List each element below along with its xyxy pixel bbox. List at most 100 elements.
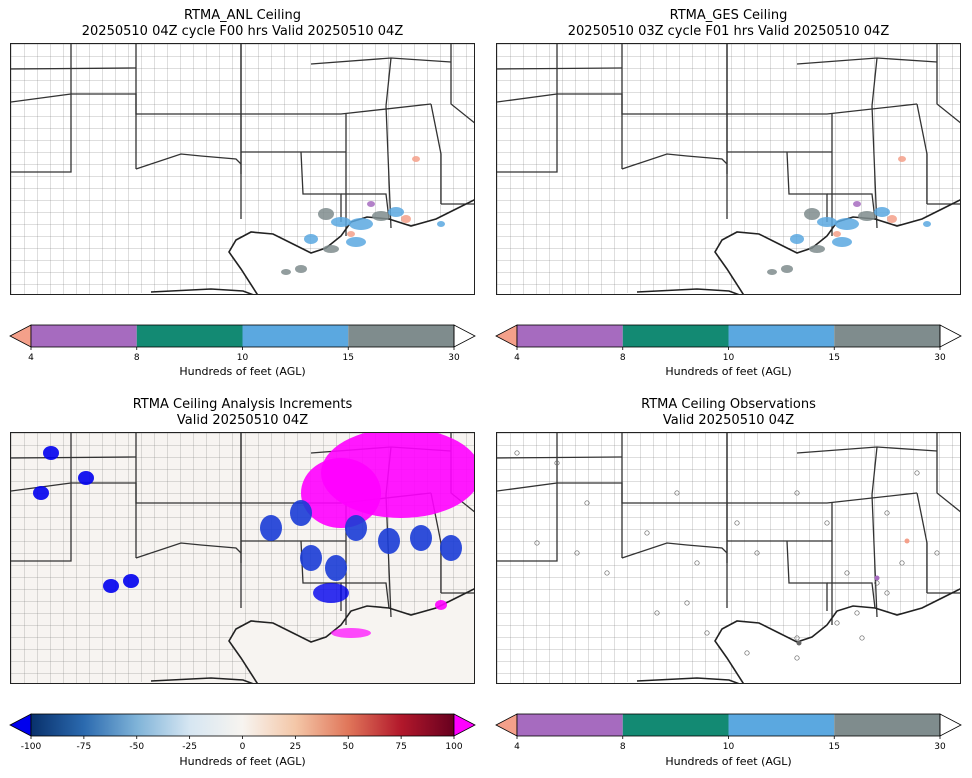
state-border <box>341 193 390 220</box>
negative-increment-area <box>123 574 139 588</box>
colorbar-over-arrow <box>939 713 962 737</box>
colorbar-segment <box>622 714 729 736</box>
colorbar-under-arrow <box>495 324 518 348</box>
ceiling-area <box>804 208 820 220</box>
colorbar-tick-label: 8 <box>134 353 140 363</box>
panel-2-map-svg <box>497 44 960 294</box>
ceiling-area <box>835 218 859 230</box>
observation-marker <box>684 600 690 606</box>
negative-increment-area <box>78 471 94 485</box>
negative-increment-area <box>345 515 367 541</box>
negative-increment-area <box>260 515 282 541</box>
positive-increment-area <box>331 628 371 638</box>
state-border <box>497 67 623 70</box>
observation-marker <box>914 470 920 476</box>
colorbar-tick-label: 10 <box>723 353 735 363</box>
ceiling-area <box>437 221 445 227</box>
colorbar-tick-label: 30 <box>448 353 460 363</box>
state-border <box>871 494 878 618</box>
negative-increment-area <box>410 525 432 551</box>
observation-marker <box>899 560 905 566</box>
colorbar-gradient <box>30 713 455 737</box>
colorbar-segment <box>348 325 454 347</box>
observation-marker <box>644 530 650 536</box>
ceiling-area <box>832 237 852 247</box>
colorbar-tick-label: -100 <box>21 742 42 752</box>
ceiling-area <box>887 215 897 223</box>
state-border <box>497 93 558 173</box>
observation-marker <box>854 610 860 616</box>
panel-2-colorbar-svg: 4 8 10 15 30 <box>495 324 962 363</box>
colorbar-tick-label: 4 <box>28 353 34 363</box>
observation-marker <box>514 450 520 456</box>
state-border <box>727 103 918 115</box>
negative-increment-area <box>290 500 312 526</box>
colorbar-tick-label: 8 <box>620 742 626 752</box>
observation-marker <box>874 575 880 581</box>
panel-2-colorbar: 4 8 10 15 30 <box>495 323 962 367</box>
observation-marker <box>794 655 800 661</box>
observation-marker <box>554 460 560 466</box>
observation-marker <box>884 590 890 596</box>
colorbar-tick-label: 100 <box>445 742 462 752</box>
observation-marker <box>904 538 910 544</box>
negative-increment-area <box>440 535 462 561</box>
colorbar-tick-label: 0 <box>240 742 246 752</box>
colorbar-tick-label: 15 <box>343 353 354 363</box>
colorbar-tick-label: 4 <box>514 353 520 363</box>
observation-marker <box>934 550 940 556</box>
panel-4-map <box>496 432 961 684</box>
colorbar-tick-label: 8 <box>620 353 626 363</box>
ceiling-area <box>833 231 841 237</box>
colorbar-segment <box>517 325 623 347</box>
observation-marker <box>604 570 610 576</box>
state-border <box>727 492 918 504</box>
colorbar-tick-label: 75 <box>395 742 406 752</box>
colorbar-tick-label: 50 <box>343 742 355 752</box>
colorbar-tick-label: 4 <box>514 742 520 752</box>
panel-3-title-line1: RTMA Ceiling Analysis Increments <box>132 397 353 412</box>
state-border <box>11 67 137 70</box>
coastline <box>636 199 960 294</box>
ceiling-area <box>401 215 411 223</box>
observation-marker <box>859 635 865 641</box>
ceiling-area <box>281 269 291 275</box>
observation-marker <box>704 630 710 636</box>
colorbar-segment <box>834 325 940 347</box>
observation-marker <box>834 620 840 626</box>
ceiling-area <box>331 217 351 227</box>
colorbar-segment <box>622 325 729 347</box>
state-border <box>450 44 474 124</box>
ceiling-area <box>304 234 318 244</box>
panel-3-map <box>10 432 475 684</box>
state-border <box>11 456 137 459</box>
state-border <box>385 57 392 107</box>
observation-marker <box>654 610 660 616</box>
ceiling-area <box>323 245 339 253</box>
ceiling-area <box>817 217 837 227</box>
observation-marker <box>794 490 800 496</box>
state-border <box>871 446 878 496</box>
colorbar-tick-label: 15 <box>829 742 840 752</box>
panel-4-colorbar: 4 8 10 15 30 <box>495 712 962 756</box>
county-grid <box>11 44 474 294</box>
colorbar-tick-label: 15 <box>829 353 840 363</box>
colorbar-under-arrow <box>9 324 32 348</box>
colorbar-under-arrow <box>495 713 518 737</box>
state-border <box>241 103 432 115</box>
state-border <box>385 105 392 229</box>
ceiling-area <box>853 201 861 207</box>
observation-marker <box>574 550 580 556</box>
colorbar-over-arrow <box>939 324 962 348</box>
colorbar-tick-label: 10 <box>723 742 735 752</box>
observation-marker <box>874 580 880 586</box>
ceiling-area <box>367 201 375 207</box>
ceiling-area <box>318 208 334 220</box>
ceiling-area <box>923 221 931 227</box>
state-border <box>497 456 623 459</box>
colorbar-tick-label: 30 <box>934 353 946 363</box>
colorbar-segment <box>834 714 940 736</box>
ceiling-area <box>295 265 307 273</box>
positive-increment-area <box>435 600 447 610</box>
observation-marker <box>534 540 540 546</box>
